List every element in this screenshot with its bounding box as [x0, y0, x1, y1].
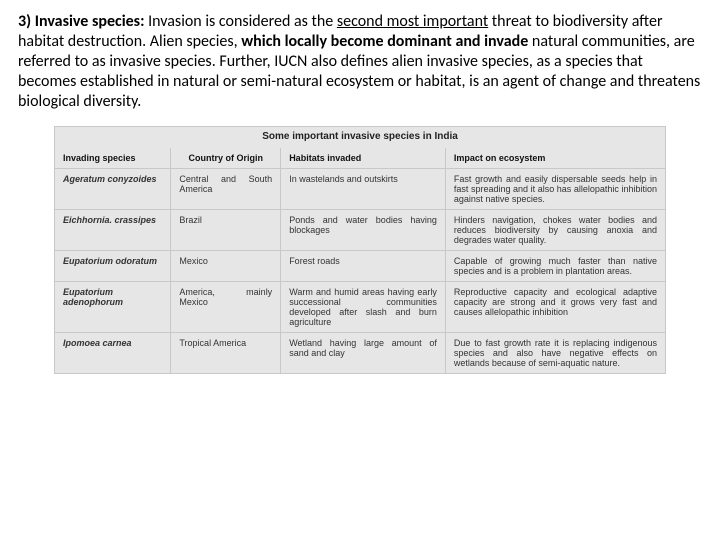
cell-species: Ageratum conyzoides [55, 169, 171, 210]
cell-impact: Hinders navigation, chokes water bodies … [445, 210, 665, 251]
cell-impact: Due to fast growth rate it is replacing … [445, 333, 665, 374]
intro-underline: second most important [337, 12, 488, 31]
cell-origin: Tropical America [171, 333, 281, 374]
cell-origin: Central and South America [171, 169, 281, 210]
cell-habitat: Ponds and water bodies having blockages [281, 210, 446, 251]
col-header-impact: Impact on ecosystem [445, 148, 665, 169]
cell-species: Eupatorium adenophorum [55, 282, 171, 333]
col-header-origin: Country of Origin [171, 148, 281, 169]
cell-species: Eichhornia. crassipes [55, 210, 171, 251]
cell-habitat: Warm and humid areas having early succes… [281, 282, 446, 333]
cell-species: Ipomoea carnea [55, 333, 171, 374]
cell-habitat: Wetland having large amount of sand and … [281, 333, 446, 374]
intro-paragraph: 3) Invasive species: Invasion is conside… [18, 12, 702, 112]
invasive-species-table-wrap: Some important invasive species in India… [54, 126, 666, 374]
table-row: Ageratum conyzoides Central and South Am… [55, 169, 665, 210]
table-row: Eichhornia. crassipes Brazil Ponds and w… [55, 210, 665, 251]
cell-origin: Brazil [171, 210, 281, 251]
table-row: Eupatorium odoratum Mexico Forest roads … [55, 251, 665, 282]
cell-habitat: In wastelands and outskirts [281, 169, 446, 210]
cell-origin: America, mainly Mexico [171, 282, 281, 333]
invasive-species-table: Invading species Country of Origin Habit… [55, 148, 665, 373]
cell-species: Eupatorium odoratum [55, 251, 171, 282]
cell-origin: Mexico [171, 251, 281, 282]
cell-impact: Reproductive capacity and ecological ada… [445, 282, 665, 333]
cell-impact: Capable of growing much faster than nati… [445, 251, 665, 282]
intro-lead: 3) Invasive species: [18, 12, 144, 31]
cell-habitat: Forest roads [281, 251, 446, 282]
table-header-row: Invading species Country of Origin Habit… [55, 148, 665, 169]
intro-text-1a: Invasion is considered as the [144, 12, 336, 31]
table-row: Eupatorium adenophorum America, mainly M… [55, 282, 665, 333]
table-row: Ipomoea carnea Tropical America Wetland … [55, 333, 665, 374]
col-header-habitat: Habitats invaded [281, 148, 446, 169]
table-caption: Some important invasive species in India [55, 127, 665, 148]
intro-bold: which locally become dominant and invade [241, 32, 528, 51]
cell-impact: Fast growth and easily dispersable seeds… [445, 169, 665, 210]
col-header-species: Invading species [55, 148, 171, 169]
